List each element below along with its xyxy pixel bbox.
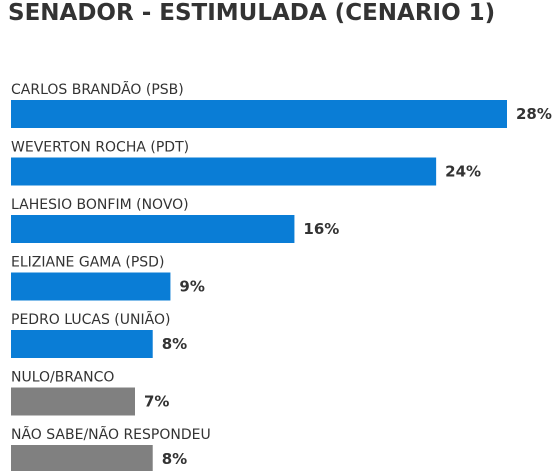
- value-label: 8%: [162, 450, 187, 468]
- category-label: NULO/BRANCO: [11, 370, 114, 386]
- value-label: 24%: [445, 163, 481, 181]
- category-label: ELIZIANE GAMA (PSD): [11, 255, 164, 271]
- category-label: CARLOS BRANDÃO (PSB): [11, 81, 184, 98]
- bar: [11, 330, 153, 358]
- bar: [11, 215, 295, 243]
- category-label: PEDRO LUCAS (UNIÃO): [11, 311, 170, 328]
- bar: [11, 157, 437, 186]
- category-label: LAHESIO BONFIM (NOVO): [11, 197, 189, 213]
- value-label: 16%: [303, 220, 339, 238]
- category-label: NÃO SABE/NÃO RESPONDEU: [11, 426, 211, 443]
- value-label: 9%: [179, 278, 204, 296]
- value-label: 7%: [144, 393, 169, 411]
- bar: [11, 445, 153, 471]
- category-label: WEVERTON ROCHA (PDT): [11, 140, 189, 156]
- bar: [11, 272, 171, 301]
- value-label: 8%: [162, 335, 187, 353]
- value-label: 28%: [516, 105, 552, 123]
- bar: [11, 100, 507, 128]
- bar: [11, 387, 135, 416]
- chart-title: SENADOR - ESTIMULADA (CENARIO 1): [8, 0, 496, 26]
